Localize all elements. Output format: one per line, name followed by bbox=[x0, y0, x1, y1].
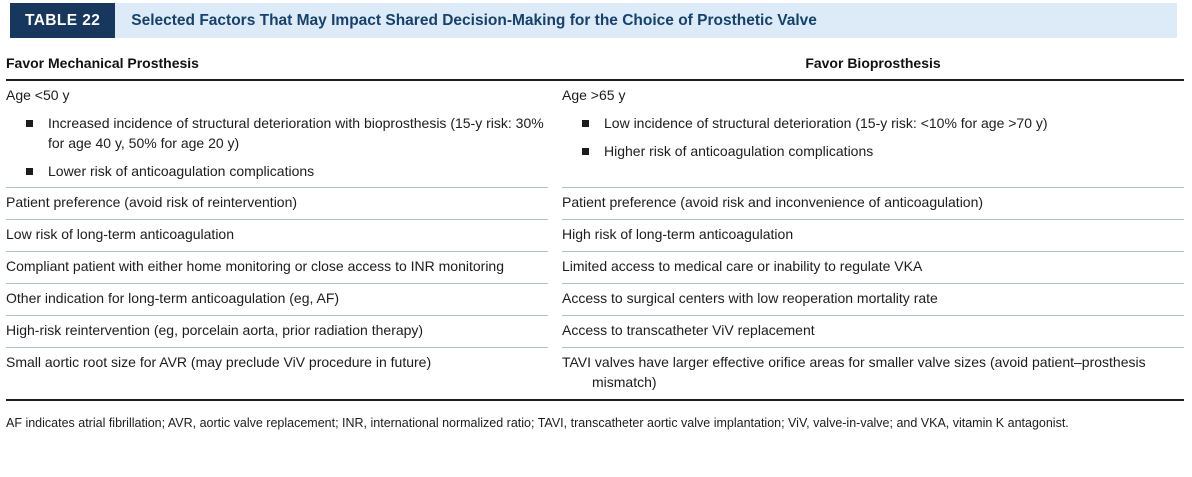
cell-mechanical: Low risk of long-term anticoagulation bbox=[6, 219, 548, 253]
column-gap bbox=[548, 188, 562, 220]
bullet-text: Higher risk of anticoagulation complicat… bbox=[604, 142, 874, 159]
cell-mechanical: High-risk reintervention (eg, porcelain … bbox=[6, 315, 548, 348]
factor-text: Access to surgical centers with low reop… bbox=[562, 290, 938, 306]
bullet-text: Increased incidence of structural deteri… bbox=[48, 114, 544, 151]
table-row: Low risk of long-term anticoagulation Hi… bbox=[6, 219, 1184, 253]
cell-bioprosthesis: TAVI valves have larger effective orific… bbox=[562, 347, 1184, 401]
square-bullet-icon bbox=[26, 167, 33, 175]
column-header-mechanical: Favor Mechanical Prosthesis bbox=[6, 51, 548, 81]
factor-lead: Age >65 y bbox=[562, 86, 626, 103]
cell-mechanical: Small aortic root size for AVR (may prec… bbox=[6, 347, 548, 401]
factor-text: Other indication for long-term anticoagu… bbox=[6, 290, 340, 306]
factor-text: Patient preference (avoid risk and incon… bbox=[562, 194, 984, 211]
square-bullet-icon bbox=[582, 119, 589, 127]
factor-text: Small aortic root size for AVR (may prec… bbox=[6, 353, 432, 370]
table-row: High-risk reintervention (eg, porcelain … bbox=[6, 315, 1184, 348]
column-gap bbox=[548, 347, 562, 401]
column-header-row: Favor Mechanical Prosthesis Favor Biopro… bbox=[6, 51, 1184, 81]
factor-lead: Age <50 y bbox=[6, 86, 70, 103]
table-row: Small aortic root size for AVR (may prec… bbox=[6, 347, 1184, 401]
column-header-bioprosthesis: Favor Bioprosthesis bbox=[562, 51, 1184, 81]
column-gap bbox=[548, 252, 562, 284]
column-gap bbox=[548, 80, 562, 188]
factor-text: High-risk reintervention (eg, porcelain … bbox=[6, 321, 424, 338]
bullet-item: Increased incidence of structural deteri… bbox=[26, 114, 548, 154]
column-gap bbox=[548, 284, 562, 316]
factor-text: High risk of long-term anticoagulation bbox=[562, 226, 794, 243]
cell-bioprosthesis: Patient preference (avoid risk and incon… bbox=[562, 187, 1184, 221]
cell-bioprosthesis: Limited access to medical care or inabil… bbox=[562, 251, 1184, 284]
bullet-text: Lower risk of anticoagulation complicati… bbox=[48, 162, 315, 179]
cell-bioprosthesis-age: Age >65 y Low incidence of structural de… bbox=[562, 79, 1184, 189]
table-title: Selected Factors That May Impact Shared … bbox=[131, 11, 817, 29]
factor-text: Limited access to medical care or inabil… bbox=[562, 258, 923, 275]
cell-bioprosthesis: Access to surgical centers with low reop… bbox=[562, 283, 1184, 316]
cell-bioprosthesis: Access to transcatheter ViV replacement bbox=[562, 315, 1184, 348]
table-title-band: TABLE 22 Selected Factors That May Impac… bbox=[10, 3, 1177, 38]
cell-mechanical: Other indication for long-term anticoagu… bbox=[6, 283, 548, 316]
factor-text: TAVI valves have larger effective orific… bbox=[562, 353, 1146, 390]
cell-mechanical: Compliant patient with either home monit… bbox=[6, 251, 548, 284]
square-bullet-icon bbox=[26, 119, 33, 127]
factor-text: Low risk of long-term anticoagulation bbox=[6, 226, 235, 243]
abbreviations-footnote: AF indicates atrial fibrillation; AVR, a… bbox=[6, 415, 1069, 430]
cell-mechanical: Patient preference (avoid risk of reinte… bbox=[6, 187, 548, 221]
column-gap bbox=[548, 220, 562, 252]
cell-mechanical-age: Age <50 y Increased incidence of structu… bbox=[6, 79, 548, 189]
bullet-item: Low incidence of structural deterioratio… bbox=[582, 114, 1184, 134]
bullet-item: Higher risk of anticoagulation complicat… bbox=[582, 142, 1184, 162]
cell-bioprosthesis: High risk of long-term anticoagulation bbox=[562, 219, 1184, 253]
factor-text: Compliant patient with either home monit… bbox=[6, 258, 505, 275]
table-row: Age <50 y Increased incidence of structu… bbox=[6, 79, 1184, 189]
square-bullet-icon bbox=[582, 147, 589, 155]
bullet-text: Low incidence of structural deterioratio… bbox=[604, 114, 1048, 131]
table-number-chip: TABLE 22 bbox=[10, 3, 116, 38]
column-header-gap bbox=[548, 51, 562, 81]
factors-table: Favor Mechanical Prosthesis Favor Biopro… bbox=[6, 51, 1184, 401]
bullet-item: Lower risk of anticoagulation complicati… bbox=[26, 162, 548, 182]
factor-text: Patient preference (avoid risk of reinte… bbox=[6, 194, 298, 211]
table-row: Other indication for long-term anticoagu… bbox=[6, 283, 1184, 316]
column-gap bbox=[548, 315, 562, 347]
table-title-background: Selected Factors That May Impact Shared … bbox=[115, 3, 1177, 38]
table-row: Patient preference (avoid risk of reinte… bbox=[6, 187, 1184, 221]
factor-text: Access to transcatheter ViV replacement bbox=[562, 321, 815, 338]
table-row: Compliant patient with either home monit… bbox=[6, 251, 1184, 284]
